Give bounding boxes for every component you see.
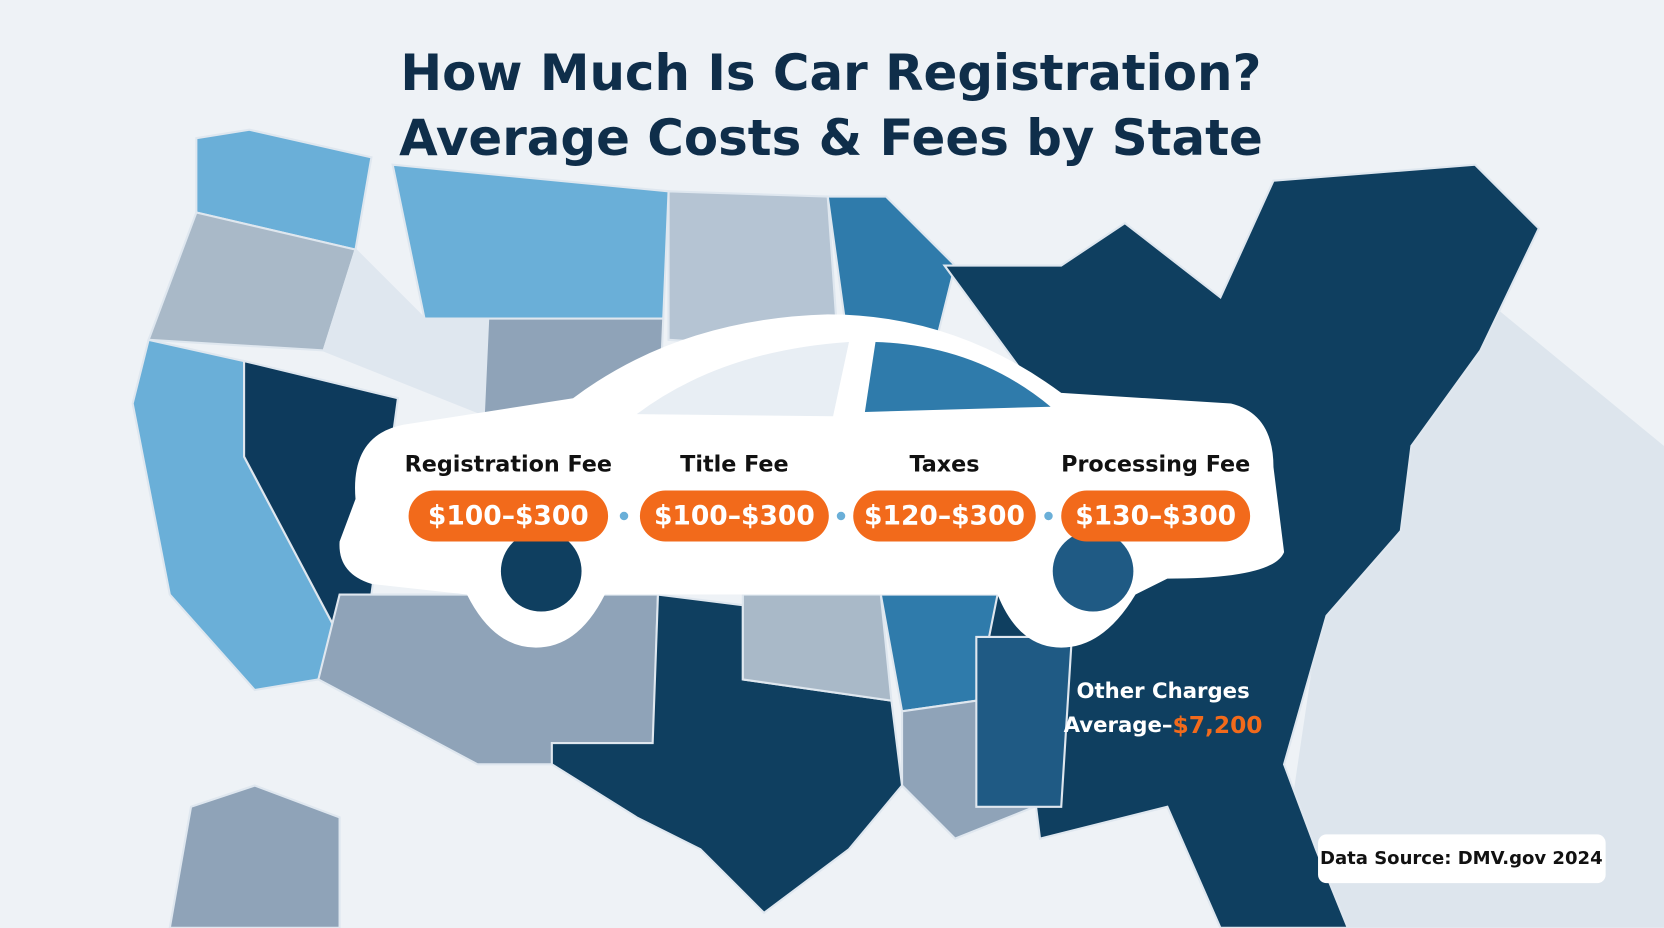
car-window: [864, 341, 1051, 412]
state: [168, 784, 341, 928]
title: Average Costs & Fees by State: [399, 109, 1263, 167]
fee-label: Registration Fee: [405, 452, 612, 478]
car: [339, 314, 1285, 648]
fee-pill: [639, 490, 829, 542]
fee-range: $100–$300: [654, 501, 815, 532]
car-window: [636, 341, 849, 417]
fee-label: Processing Fee: [1061, 452, 1250, 478]
average-prefix: Average–: [1064, 713, 1173, 738]
fee-label: Taxes: [909, 452, 979, 478]
fee-label: Title Fee: [680, 452, 788, 478]
fee-pill: [408, 490, 609, 542]
title: How Much Is Car Registration?: [400, 44, 1261, 102]
fee-pill: [853, 490, 1036, 542]
wheel: [1052, 530, 1134, 612]
separator-dot: [836, 511, 846, 521]
separator-dot: [1044, 511, 1053, 521]
average-amount: $7,200: [1173, 711, 1263, 739]
source-box: [1318, 834, 1606, 884]
separator-dot: [619, 511, 629, 521]
fee-range: $120–$300: [864, 501, 1025, 532]
state: [391, 163, 670, 320]
fee-range: $100–$300: [428, 501, 589, 532]
state: [195, 128, 373, 251]
other-charges-label: Other Charges: [1077, 679, 1250, 704]
source: Data Source: DMV.gov 2024: [1320, 848, 1603, 869]
fee-range: $130–$300: [1075, 501, 1236, 532]
fee-pill: [1061, 490, 1251, 542]
wheel: [500, 530, 582, 612]
other-charges-average: Average–$7,200: [1064, 711, 1263, 739]
state: [975, 635, 1073, 808]
fees: Registration Fee $100–$300 Title Fee $100–$…: [405, 452, 1251, 542]
